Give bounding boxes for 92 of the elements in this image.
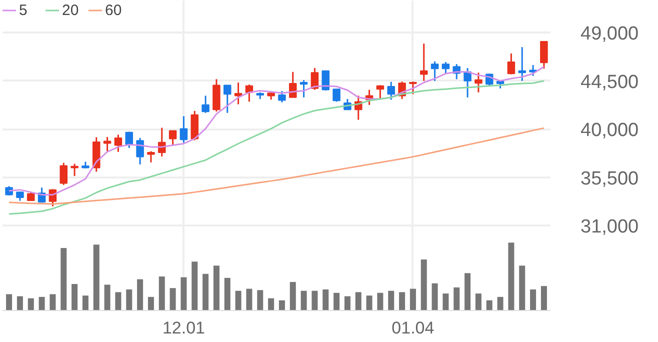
candlestick bbox=[322, 70, 330, 92]
candlestick bbox=[409, 80, 417, 95]
candlestick bbox=[300, 79, 308, 98]
bar bbox=[202, 274, 209, 310]
candlestick bbox=[27, 190, 35, 202]
bar bbox=[464, 273, 471, 310]
y-tick-label: 35,500 bbox=[580, 168, 639, 190]
x-tick-label: 01.04 bbox=[392, 318, 434, 338]
bar bbox=[6, 294, 12, 310]
bar bbox=[137, 279, 144, 310]
bar bbox=[388, 290, 394, 310]
bar bbox=[410, 288, 416, 310]
bar bbox=[442, 294, 449, 310]
candlestick bbox=[202, 94, 210, 114]
candlestick bbox=[332, 88, 340, 102]
bar bbox=[377, 292, 384, 310]
bar bbox=[16, 296, 23, 310]
candlestick bbox=[16, 190, 24, 202]
candlestick bbox=[190, 110, 199, 142]
legend-label: 60 bbox=[105, 2, 123, 18]
bar bbox=[290, 282, 296, 310]
bar bbox=[246, 288, 252, 310]
bar bbox=[420, 260, 427, 310]
legend-label: 5 bbox=[19, 2, 28, 18]
y-tick-label: 31,000 bbox=[580, 216, 639, 238]
candlestick bbox=[278, 90, 286, 104]
bar bbox=[519, 266, 526, 310]
line-series bbox=[8, 127, 545, 205]
bar bbox=[28, 298, 34, 310]
bar bbox=[497, 296, 504, 310]
bar bbox=[312, 290, 318, 310]
candlestick bbox=[147, 150, 155, 164]
bar bbox=[508, 242, 514, 310]
candlestick bbox=[540, 40, 548, 70]
bar bbox=[278, 300, 285, 310]
bar bbox=[180, 277, 187, 310]
candlestick bbox=[518, 46, 526, 82]
bar bbox=[257, 290, 264, 310]
bar bbox=[93, 244, 100, 310]
x-tick-label: 12.01 bbox=[162, 318, 205, 338]
candlestick bbox=[376, 84, 384, 100]
bar bbox=[115, 292, 122, 310]
bar bbox=[235, 290, 242, 310]
bar bbox=[38, 296, 45, 310]
candlestick bbox=[420, 42, 428, 82]
bar bbox=[432, 283, 438, 310]
bar bbox=[334, 292, 340, 310]
candlestick bbox=[125, 130, 134, 149]
candlestick bbox=[114, 134, 122, 153]
bar bbox=[322, 289, 329, 310]
legend-label: 20 bbox=[62, 2, 80, 18]
bar bbox=[72, 284, 78, 310]
bar bbox=[82, 296, 88, 310]
candlestick bbox=[288, 71, 297, 98]
bar bbox=[192, 262, 198, 310]
candlestick bbox=[507, 52, 516, 76]
y-tick-label: 49,000 bbox=[580, 24, 639, 45]
bar bbox=[104, 284, 110, 310]
candlestick bbox=[464, 67, 472, 98]
bar bbox=[158, 276, 165, 310]
bar bbox=[530, 289, 536, 310]
bar bbox=[475, 294, 482, 310]
bar bbox=[60, 248, 67, 310]
candlestick bbox=[430, 60, 439, 82]
bar bbox=[344, 296, 350, 310]
bar bbox=[224, 278, 230, 310]
candlestick bbox=[103, 136, 112, 152]
candlestick bbox=[474, 72, 482, 94]
bar bbox=[300, 290, 307, 310]
candlestick bbox=[442, 61, 450, 74]
candlestick bbox=[223, 84, 232, 114]
bar bbox=[148, 296, 154, 310]
bar bbox=[268, 298, 274, 310]
candlestick bbox=[180, 115, 188, 144]
candlestick bbox=[168, 130, 177, 146]
bar bbox=[366, 296, 372, 310]
candlestick bbox=[387, 81, 396, 100]
bar bbox=[355, 292, 362, 310]
bar bbox=[486, 300, 492, 310]
bar bbox=[454, 287, 460, 310]
candlestick bbox=[70, 163, 78, 177]
bar bbox=[50, 294, 56, 310]
line-series bbox=[8, 80, 545, 215]
bar bbox=[213, 266, 220, 310]
bar bbox=[170, 288, 176, 310]
candlestick bbox=[136, 137, 144, 166]
bar bbox=[540, 286, 547, 310]
y-tick-label: 44,500 bbox=[580, 72, 639, 93]
y-tick-label: 40,000 bbox=[580, 120, 639, 142]
bar bbox=[126, 289, 132, 310]
candlestick bbox=[60, 162, 68, 186]
bar bbox=[399, 292, 406, 310]
